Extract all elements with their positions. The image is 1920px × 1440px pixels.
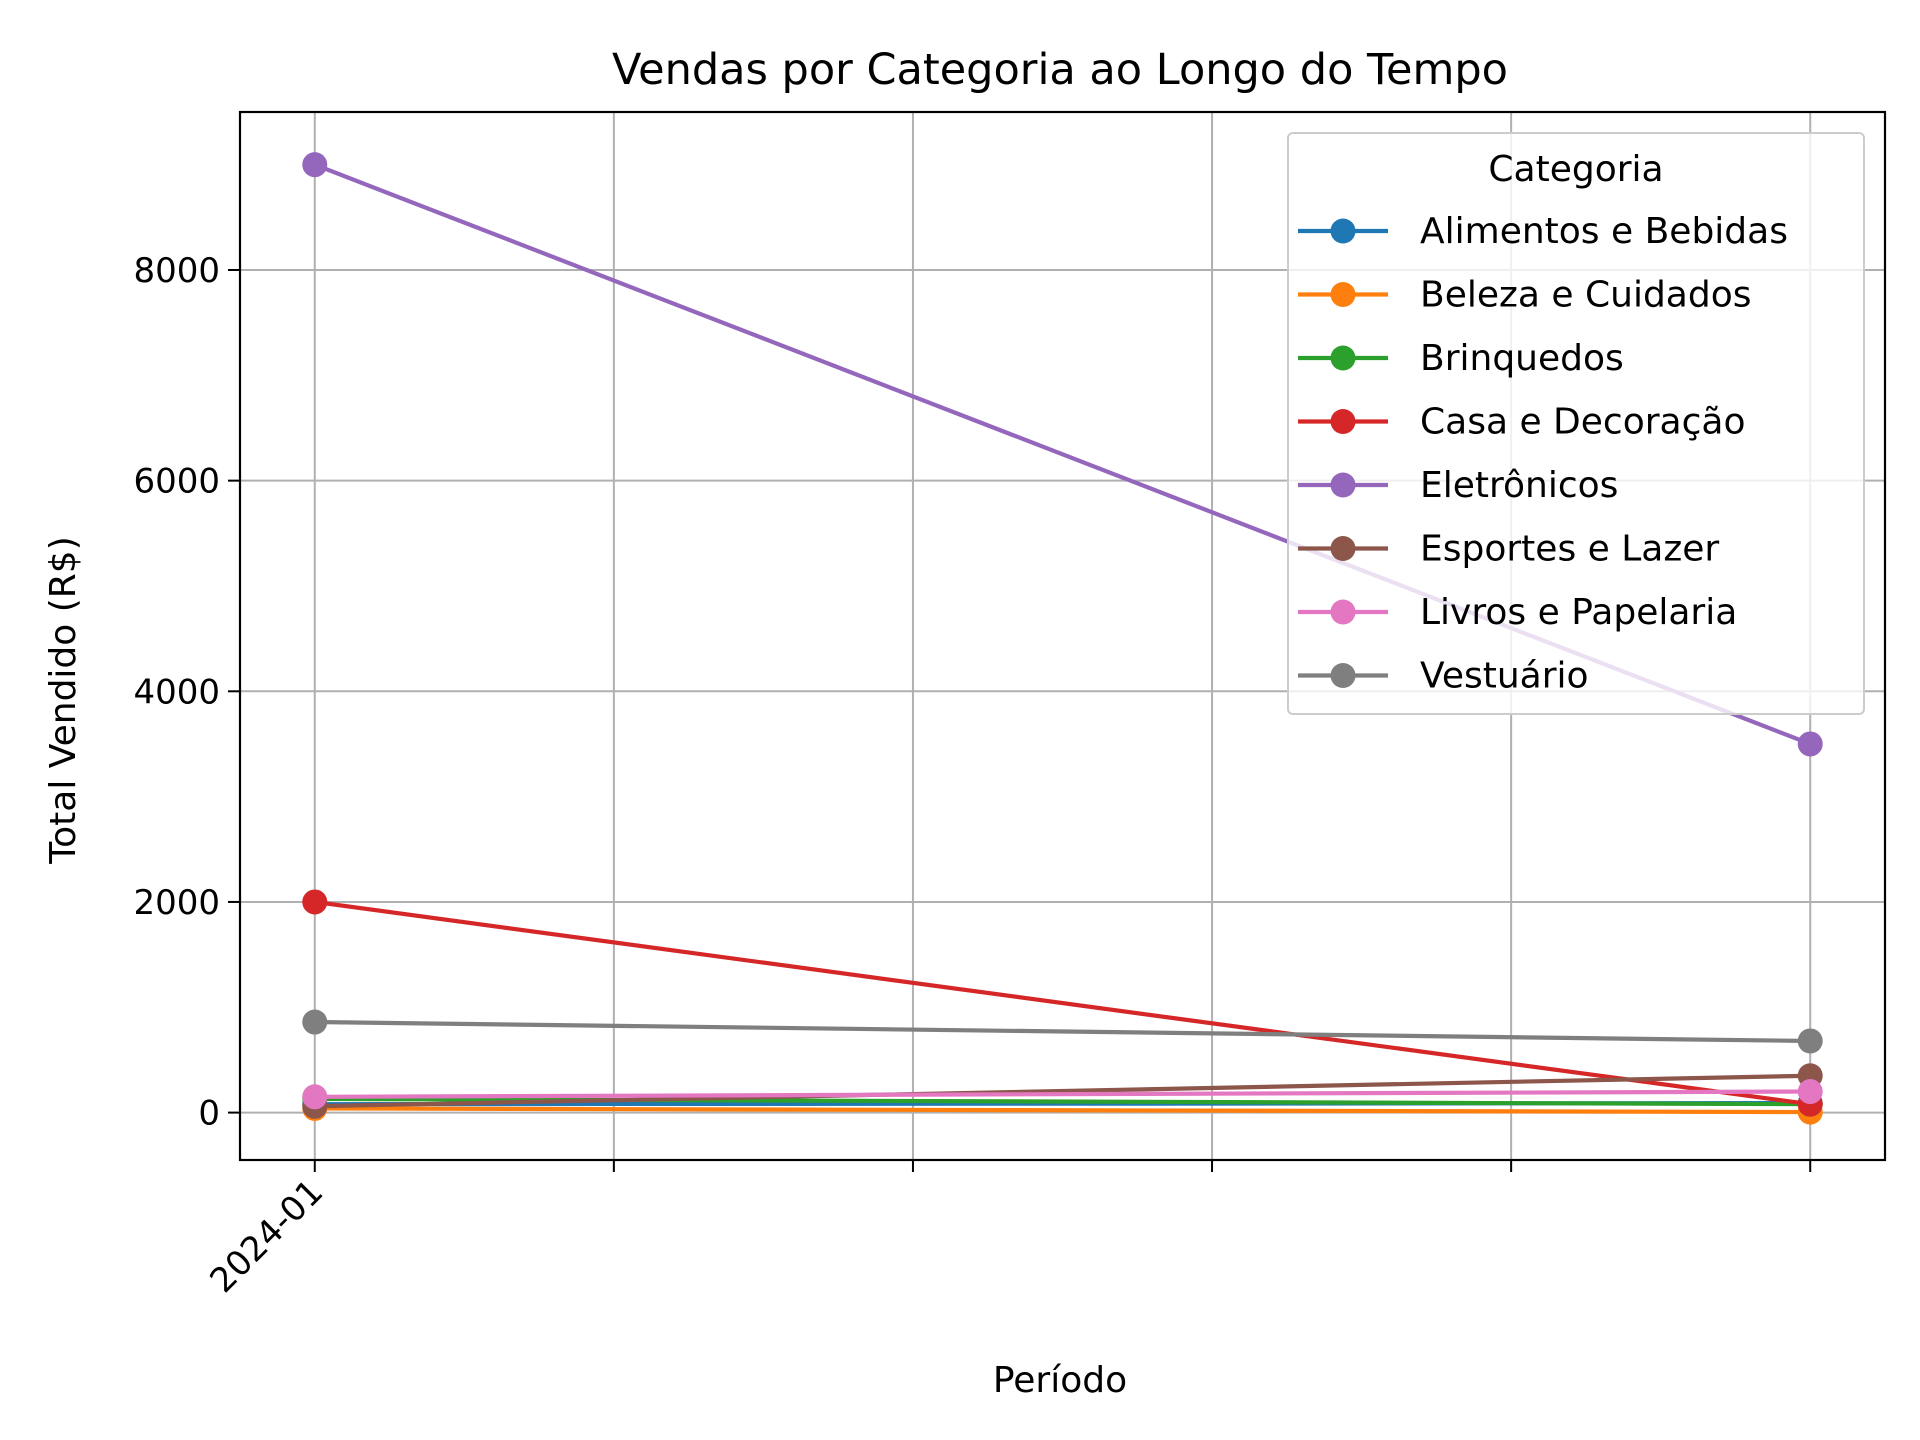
legend-marker — [1330, 599, 1356, 625]
legend-title: Categoria — [1488, 149, 1663, 190]
legend-marker — [1330, 536, 1356, 561]
y-tick-label: 8000 — [133, 251, 220, 291]
data-point — [1797, 731, 1823, 757]
legend-label: Eletrônicos — [1420, 465, 1618, 506]
legend-items: Alimentos e Bebidas Beleza e Cuidados Brin… — [1298, 211, 1788, 697]
legend-marker — [1330, 345, 1356, 371]
legend-label: Vestuário — [1420, 656, 1589, 697]
legend-item: Alimentos e Bebidas — [1298, 211, 1788, 252]
data-point — [302, 889, 328, 915]
legend-item: Casa e Decoração — [1298, 402, 1745, 443]
series-livros-e-papelaria — [302, 1079, 1823, 1110]
legend-label: Esportes e Lazer — [1420, 529, 1719, 570]
legend-item: Brinquedos — [1298, 338, 1624, 379]
legend-marker — [1330, 282, 1356, 307]
legend-item: Eletrônicos — [1298, 465, 1618, 506]
y-axis-ticks: 0 2000 4000 6000 8000 — [133, 251, 240, 1134]
legend-label: Beleza e Cuidados — [1420, 275, 1752, 316]
legend-label: Brinquedos — [1420, 338, 1624, 379]
data-point — [1797, 1028, 1823, 1054]
y-axis-label: Total Vendido (R$) — [43, 536, 84, 865]
data-point — [302, 152, 328, 178]
legend-marker — [1330, 472, 1356, 498]
series-line — [314, 1073, 1811, 1109]
series-line — [314, 1089, 1811, 1099]
legend-item: Vestuário — [1298, 656, 1589, 697]
y-tick-label: 4000 — [133, 672, 220, 712]
data-point — [302, 1009, 328, 1035]
series-line — [314, 1019, 1811, 1044]
y-tick-label: 2000 — [133, 883, 220, 923]
series-vestu-rio — [302, 1009, 1823, 1054]
legend-item: Beleza e Cuidados — [1298, 275, 1752, 316]
y-tick-label: 0 — [198, 1094, 220, 1134]
legend-box — [1287, 132, 1865, 715]
legend-item: Esportes e Lazer — [1298, 529, 1719, 570]
legend: Categoria Alimentos e Bebidas Beleza e Cu… — [1287, 132, 1865, 715]
legend-label: Livros e Papelaria — [1420, 592, 1737, 633]
y-tick-label: 6000 — [133, 462, 220, 502]
legend-marker — [1330, 409, 1356, 434]
legend-label: Alimentos e Bebidas — [1420, 211, 1788, 252]
data-point — [302, 1084, 328, 1110]
data-point — [1797, 1079, 1823, 1105]
legend-item: Livros e Papelaria — [1298, 592, 1737, 633]
plot-frame — [238, 110, 1887, 1162]
series-line — [314, 899, 1811, 1107]
legend-label: Casa e Decoração — [1420, 402, 1745, 443]
x-axis-label: Período — [993, 1360, 1127, 1401]
series-line — [314, 1106, 1811, 1115]
legend-marker — [1330, 218, 1356, 244]
chart-title: Vendas por Categoria ao Longo do Tempo — [612, 45, 1508, 95]
legend-marker — [1330, 663, 1356, 688]
